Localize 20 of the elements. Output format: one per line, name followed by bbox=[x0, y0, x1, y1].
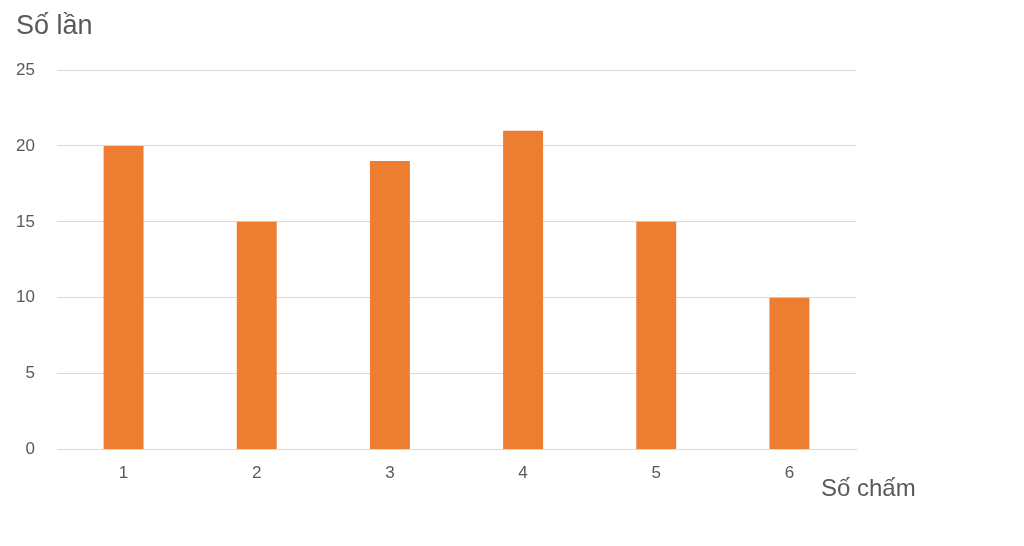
x-axis-title: Số chấm bbox=[821, 474, 916, 502]
y-tick-label: 25 bbox=[16, 59, 35, 79]
x-tick-label: 1 bbox=[118, 463, 129, 483]
bar bbox=[369, 161, 410, 450]
x-tick-label: 2 bbox=[252, 463, 262, 483]
x-tick-label: 3 bbox=[385, 463, 395, 483]
y-tick-label: 5 bbox=[25, 363, 35, 383]
bar bbox=[769, 297, 810, 450]
x-tick-label: 5 bbox=[651, 463, 661, 483]
x-tick-label: 4 bbox=[518, 463, 528, 483]
y-tick-label: 20 bbox=[16, 135, 35, 155]
y-axis-title: Số lần bbox=[16, 10, 93, 41]
y-tick-label: 0 bbox=[25, 439, 35, 459]
bar bbox=[636, 221, 677, 450]
y-tick-label: 10 bbox=[16, 287, 35, 307]
bar bbox=[236, 221, 277, 450]
bar bbox=[503, 130, 544, 450]
x-tick-label: 6 bbox=[784, 463, 795, 483]
bar bbox=[103, 145, 144, 450]
y-tick-label: 15 bbox=[16, 211, 35, 231]
